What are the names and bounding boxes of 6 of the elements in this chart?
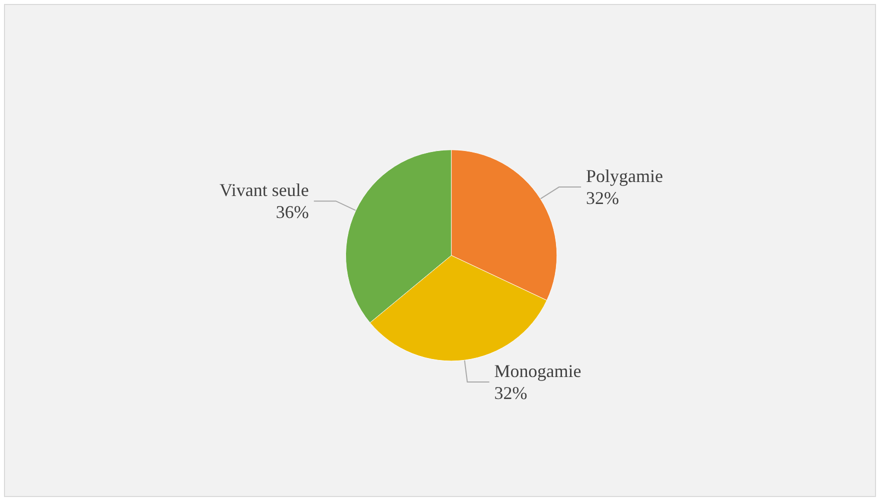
data-label: 32% [494,382,528,403]
data-label: 32% [586,188,620,208]
slice-label: Monogamie [494,360,582,381]
data-label: 36% [276,202,309,222]
slice-label: Polygamie [586,166,664,186]
slice-label: Vivant seule [219,180,309,200]
